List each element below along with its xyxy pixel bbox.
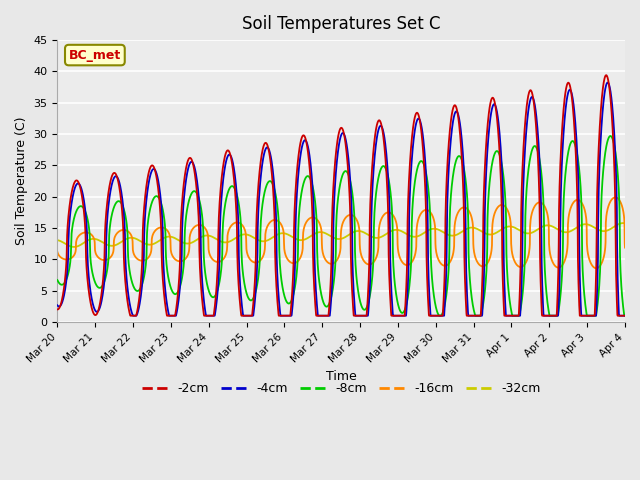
Title: Soil Temperatures Set C: Soil Temperatures Set C bbox=[242, 15, 440, 33]
Legend: -2cm, -4cm, -8cm, -16cm, -32cm: -2cm, -4cm, -8cm, -16cm, -32cm bbox=[137, 377, 545, 400]
Y-axis label: Soil Temperature (C): Soil Temperature (C) bbox=[15, 117, 28, 245]
Text: BC_met: BC_met bbox=[68, 48, 121, 61]
X-axis label: Time: Time bbox=[326, 370, 356, 383]
